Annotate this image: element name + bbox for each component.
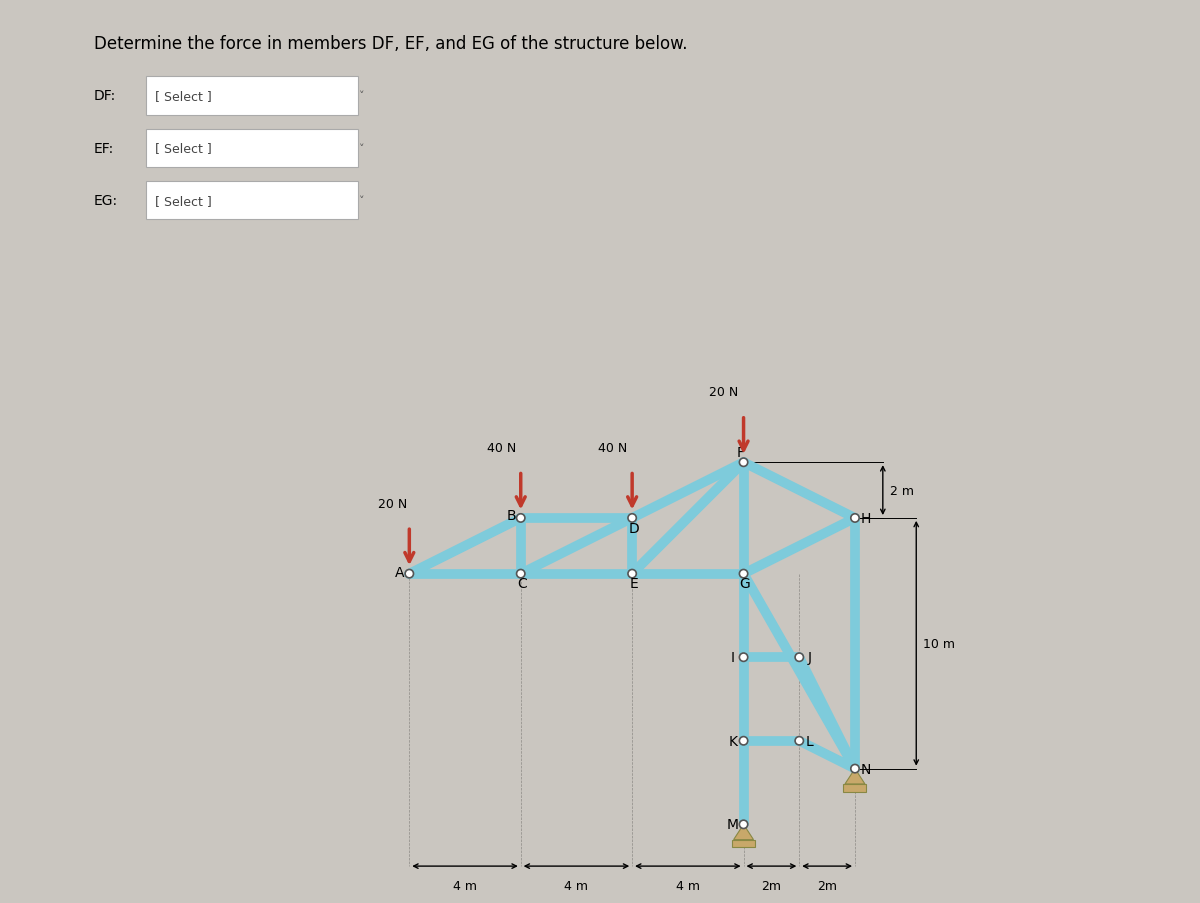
- Text: 10 m: 10 m: [923, 638, 955, 650]
- Text: E: E: [629, 577, 638, 591]
- Text: 2m: 2m: [817, 879, 838, 891]
- Text: EG:: EG:: [94, 194, 118, 208]
- Text: ˅: ˅: [359, 144, 365, 154]
- Text: 4 m: 4 m: [454, 879, 478, 891]
- Text: H: H: [860, 511, 871, 526]
- Circle shape: [406, 570, 414, 578]
- Text: 40 N: 40 N: [487, 442, 516, 454]
- Circle shape: [628, 514, 636, 523]
- Text: L: L: [806, 734, 814, 748]
- Polygon shape: [845, 768, 865, 784]
- Text: 4 m: 4 m: [676, 879, 700, 891]
- Text: G: G: [739, 577, 750, 591]
- Text: I: I: [731, 650, 734, 665]
- Text: M: M: [727, 817, 739, 832]
- Circle shape: [628, 570, 636, 578]
- FancyBboxPatch shape: [146, 77, 359, 116]
- Text: [ Select ]: [ Select ]: [155, 89, 212, 103]
- Circle shape: [796, 737, 804, 745]
- Bar: [732, 840, 755, 848]
- Circle shape: [739, 737, 748, 745]
- Text: 2 m: 2 m: [889, 484, 913, 497]
- Text: [ Select ]: [ Select ]: [155, 194, 212, 208]
- FancyBboxPatch shape: [146, 182, 359, 220]
- Text: B: B: [506, 508, 516, 523]
- Text: Determine the force in members DF, EF, and EG of the structure below.: Determine the force in members DF, EF, a…: [94, 35, 688, 53]
- Text: 2m: 2m: [762, 879, 781, 891]
- Circle shape: [851, 514, 859, 523]
- Text: [ Select ]: [ Select ]: [155, 142, 212, 155]
- Text: D: D: [628, 521, 638, 535]
- Circle shape: [851, 765, 859, 773]
- Text: 40 N: 40 N: [598, 442, 628, 454]
- Text: ˅: ˅: [359, 196, 365, 206]
- Text: 20 N: 20 N: [709, 386, 739, 399]
- Circle shape: [516, 570, 524, 578]
- Circle shape: [796, 653, 804, 662]
- Text: J: J: [808, 650, 812, 665]
- FancyBboxPatch shape: [146, 129, 359, 168]
- Text: ˅: ˅: [359, 91, 365, 101]
- Circle shape: [739, 459, 748, 467]
- Text: 4 m: 4 m: [564, 879, 588, 891]
- Bar: [844, 784, 866, 792]
- Text: C: C: [517, 577, 527, 591]
- Text: F: F: [737, 446, 745, 460]
- Text: N: N: [860, 762, 871, 776]
- Text: A: A: [395, 565, 404, 580]
- Circle shape: [516, 514, 524, 523]
- Text: 20 N: 20 N: [378, 497, 407, 510]
- Text: EF:: EF:: [94, 142, 114, 155]
- Circle shape: [739, 653, 748, 662]
- Circle shape: [739, 570, 748, 578]
- Text: K: K: [728, 734, 738, 748]
- Polygon shape: [733, 824, 754, 840]
- Text: DF:: DF:: [94, 89, 116, 103]
- Circle shape: [739, 820, 748, 829]
